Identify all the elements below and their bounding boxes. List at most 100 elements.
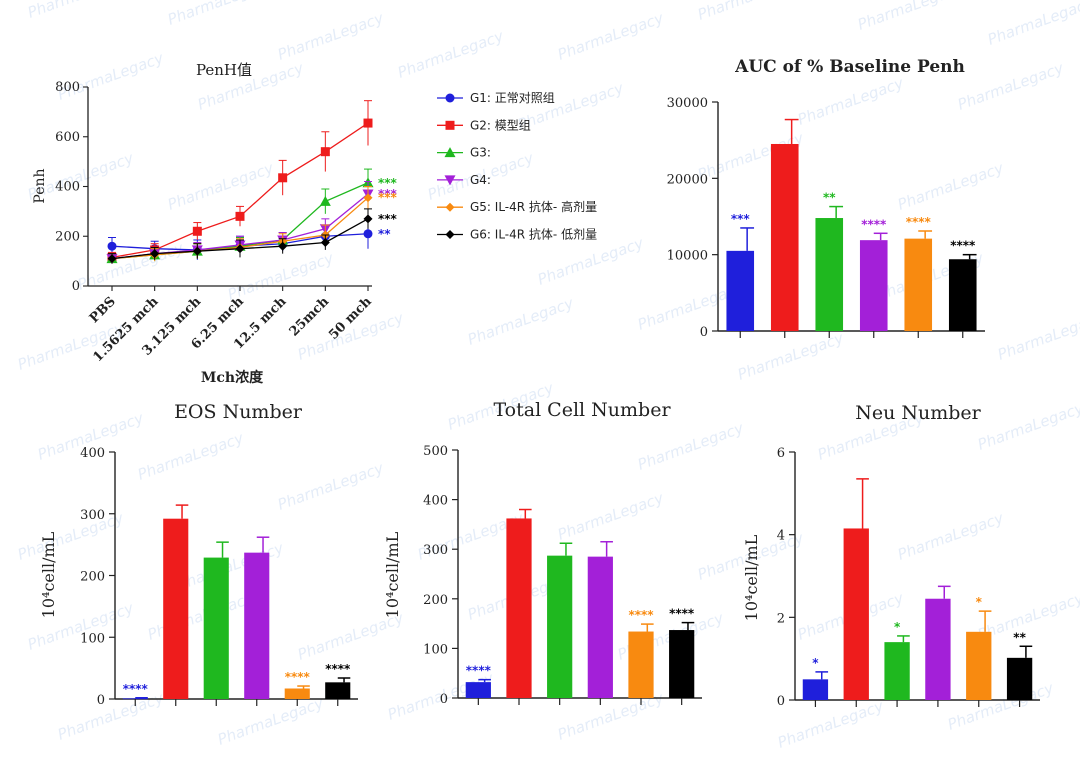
watermark-text: PharmaLegacy xyxy=(955,58,1067,113)
total-significance: **** xyxy=(628,608,654,622)
neu-bar-g3 xyxy=(884,642,910,700)
watermark-text: PharmaLegacy xyxy=(465,293,577,348)
watermark-text: PharmaLegacy xyxy=(175,538,287,593)
eos-bar-g2 xyxy=(163,518,189,699)
watermark-text: PharmaLegacy xyxy=(55,688,167,743)
penh-data-point xyxy=(278,241,288,251)
auc-bar-g4 xyxy=(859,240,888,331)
neu-significance: * xyxy=(976,595,983,609)
penh-data-point xyxy=(192,246,202,256)
eos-significance: **** xyxy=(285,670,311,684)
neu-bar-g5 xyxy=(966,631,992,700)
total-y-tick-label: 300 xyxy=(423,543,448,558)
penh-legend-marker xyxy=(445,93,455,103)
neu-bar-g4 xyxy=(925,598,951,700)
eos-bar-g3 xyxy=(203,557,229,699)
total-bar-g6 xyxy=(669,630,695,698)
penh-data-point xyxy=(363,229,373,239)
penh-data-point xyxy=(150,249,160,259)
watermark-text: PharmaLegacy xyxy=(635,418,747,473)
penh-significance: ** xyxy=(378,227,391,241)
penh-data-point xyxy=(320,147,330,157)
penh-data-point xyxy=(363,214,373,224)
total-y-tick-label: 0 xyxy=(440,692,448,707)
eos-chart-title: EOS Number xyxy=(174,401,303,423)
auc-y-tick-label: 10000 xyxy=(667,249,708,264)
penh-data-point xyxy=(235,244,245,254)
neu-y-tick-label: 2 xyxy=(777,611,785,626)
total-y-tick-label: 500 xyxy=(423,444,448,459)
neu-significance: * xyxy=(894,620,901,634)
penh-data-point xyxy=(235,211,245,221)
auc-bar-g5 xyxy=(904,238,933,331)
penh-significance: *** xyxy=(378,212,398,226)
total-chart-title: Total Cell Number xyxy=(493,399,671,421)
auc-bar-g2 xyxy=(770,143,799,331)
penh-legend-marker xyxy=(444,175,456,186)
auc-significance: **** xyxy=(906,215,932,229)
total-significance: **** xyxy=(669,607,695,621)
neu-significance: ** xyxy=(1013,630,1026,644)
watermark-text: PharmaLegacy xyxy=(535,233,647,288)
penh-series-g6: *** xyxy=(107,208,398,264)
penh-legend-marker xyxy=(445,230,455,239)
neu-y-tick-label: 6 xyxy=(777,446,785,461)
total-plot-area: 0 100 200 300 400 500 **** **** **** xyxy=(423,444,702,707)
watermark-text: PharmaLegacy xyxy=(395,26,507,81)
watermark-text: PharmaLegacy xyxy=(975,398,1080,453)
auc-y-tick-label: 20000 xyxy=(667,172,708,187)
watermark-text: PharmaLegacy xyxy=(275,8,387,63)
eos-bar-g5 xyxy=(284,688,310,699)
watermark-text: PharmaLegacy xyxy=(995,308,1080,363)
auc-chart-title: AUC of % Baseline Penh xyxy=(734,57,965,77)
total-significance: **** xyxy=(466,664,492,678)
total-y-tick-label: 200 xyxy=(423,593,448,608)
watermark-text: PharmaLegacy xyxy=(145,588,257,643)
auc-significance: **** xyxy=(950,239,976,253)
penh-y-tick-label: 0 xyxy=(72,279,80,294)
eos-bar-chart: EOS Number 10⁴cell/mL 0 100 200 300 400 **** *… xyxy=(39,401,358,708)
eos-significance: **** xyxy=(325,662,351,676)
neu-bar-g1 xyxy=(802,679,829,700)
watermark-text: PharmaLegacy xyxy=(695,0,807,24)
watermark-text: PharmaLegacy xyxy=(15,508,127,563)
watermark-text: PharmaLegacy xyxy=(275,458,387,513)
penh-significance: *** xyxy=(378,191,398,205)
eos-bar-g1 xyxy=(122,698,148,700)
penh-legend-label: G2: 模型组 xyxy=(470,118,531,132)
penh-data-point xyxy=(107,254,117,264)
neu-significance: * xyxy=(812,656,819,670)
penh-legend-label: G3: xyxy=(470,146,491,160)
neu-bar-g2 xyxy=(843,528,869,700)
auc-bar-g3 xyxy=(815,218,844,331)
penh-line-chart: PenH值 Penh Mch浓度 0200400600800PBS1.5625 … xyxy=(32,61,597,386)
eos-y-tick-label: 400 xyxy=(80,446,105,461)
penh-data-point xyxy=(278,173,288,183)
eos-bar-g6 xyxy=(325,682,351,699)
watermark-text: PharmaLegacy xyxy=(895,158,1007,213)
total-y-axis-label: 10⁴cell/mL xyxy=(383,531,402,618)
auc-y-tick-label: 30000 xyxy=(667,96,708,111)
penh-legend-marker xyxy=(445,120,455,130)
penh-y-axis-label: Penh xyxy=(32,168,48,203)
total-bar-g1 xyxy=(465,682,491,698)
auc-bar-g6 xyxy=(948,259,977,331)
penh-data-point xyxy=(107,241,117,251)
penh-legend-marker xyxy=(445,202,455,212)
neu-y-tick-label: 4 xyxy=(777,529,785,544)
auc-significance: **** xyxy=(861,217,887,231)
watermark-text: PharmaLegacy xyxy=(945,678,1057,733)
eos-y-tick-label: 100 xyxy=(80,631,105,646)
eos-y-tick-label: 300 xyxy=(80,508,105,523)
total-bar-g5 xyxy=(628,631,654,698)
penh-y-tick-label: 600 xyxy=(55,130,80,145)
watermark-text: PharmaLegacy xyxy=(555,8,667,63)
eos-plot-area: 0 100 200 300 400 **** **** **** xyxy=(80,446,358,708)
watermark-text: PharmaLegacy xyxy=(55,48,167,103)
auc-significance: *** xyxy=(731,212,751,226)
watermark-text: PharmaLegacy xyxy=(895,508,1007,563)
